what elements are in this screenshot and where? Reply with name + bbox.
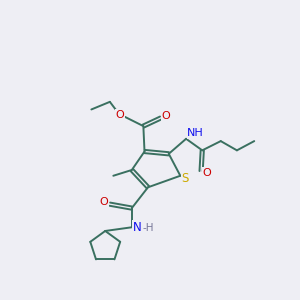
Text: S: S (182, 172, 189, 184)
Text: NH: NH (187, 128, 204, 139)
Text: O: O (202, 168, 211, 178)
Text: O: O (116, 110, 124, 120)
Text: O: O (100, 197, 109, 207)
Text: N: N (133, 221, 142, 234)
Text: -H: -H (143, 224, 154, 233)
Text: O: O (161, 111, 170, 122)
